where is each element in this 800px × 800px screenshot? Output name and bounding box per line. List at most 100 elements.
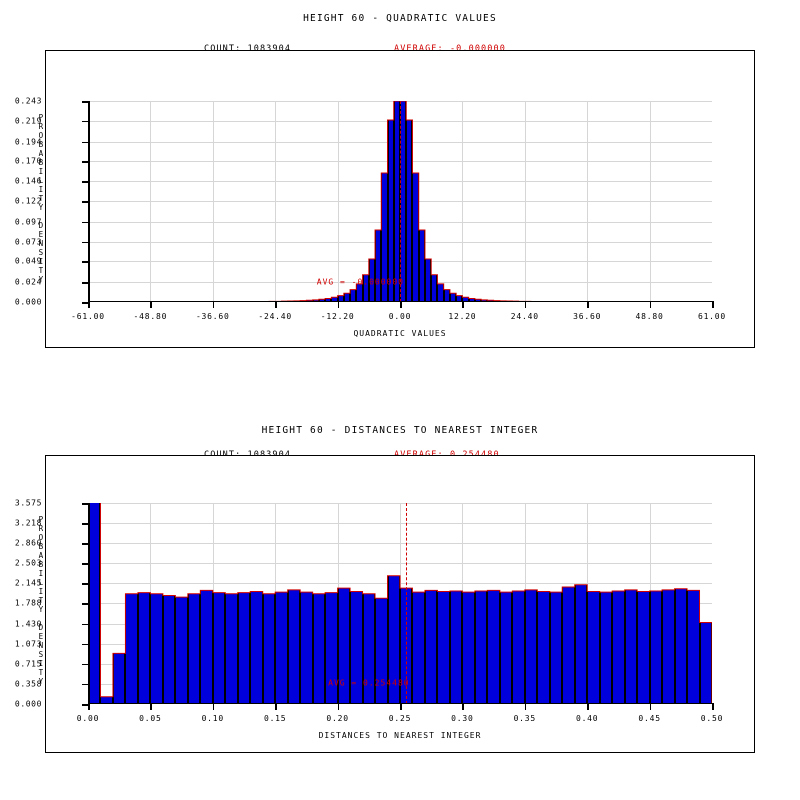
y-axis-tick	[82, 161, 89, 163]
gridline-vertical	[150, 101, 152, 302]
x-axis-tick-label: 0.15	[263, 714, 287, 723]
average-label-quadratic-values: AVERAGE: -0.000000	[394, 44, 506, 54]
y-axis-tick-label: 0.170	[14, 156, 42, 166]
average-annotation: AVG = -0.000000	[316, 277, 404, 287]
plot-area-quadratic-values[interactable]	[82, 101, 714, 308]
histogram-bar	[150, 593, 163, 704]
y-axis-tick-label: 0.000	[14, 297, 42, 307]
histogram-bar	[125, 593, 138, 704]
histogram-bar	[337, 295, 344, 302]
x-axis-tick	[712, 703, 714, 710]
y-axis-tick-label: 0.000	[14, 699, 42, 709]
histogram-bar	[162, 595, 176, 704]
x-axis-tick-label: 0.45	[638, 714, 661, 723]
y-axis-tick-label: 1.073	[14, 639, 42, 649]
x-axis-tick	[462, 301, 464, 308]
x-axis-tick-label: -36.60	[195, 312, 230, 321]
histogram-bar	[418, 230, 425, 302]
x-axis-tick	[275, 301, 277, 308]
y-axis-tick	[82, 141, 89, 144]
histogram-bar	[287, 589, 301, 704]
y-axis-tick	[82, 503, 89, 505]
y-axis-tick-label: 0.024	[14, 277, 42, 287]
histogram-bar	[624, 589, 638, 704]
chart-title-quadratic-values: HEIGHT 60 - QUADRATIC VALUES	[303, 13, 497, 24]
histogram-bar	[387, 575, 400, 704]
y-axis-tick	[82, 623, 89, 626]
y-axis-tick-label: 0.097	[14, 217, 42, 227]
histogram-bar	[637, 591, 650, 704]
x-axis-tick-label: -48.80	[133, 312, 168, 321]
histogram-bar	[674, 588, 688, 704]
histogram-bar	[649, 591, 663, 704]
x-axis-tick	[337, 703, 340, 710]
y-axis-title-quadratic-values: PROBABILITY DENSITY	[36, 113, 46, 284]
x-axis-tick	[400, 703, 402, 710]
histogram-bar	[100, 696, 113, 704]
histogram-bar	[375, 230, 382, 302]
y-axis-tick	[82, 181, 89, 183]
plot-area-distances[interactable]	[82, 503, 714, 710]
histogram-bar	[562, 587, 575, 704]
x-axis-tick	[649, 703, 652, 710]
histogram-bar	[343, 293, 351, 302]
y-axis-title-distances: PROBABILITY DENSITY	[36, 515, 46, 686]
histogram-bar	[537, 591, 550, 704]
y-axis-tick	[82, 603, 89, 605]
y-axis-tick	[82, 120, 89, 123]
histogram-bar	[587, 591, 600, 704]
density-curve	[88, 503, 712, 704]
y-axis-tick-label: 0.146	[14, 176, 42, 186]
y-axis-tick	[82, 282, 89, 284]
x-axis-tick-label: 48.80	[635, 312, 664, 321]
gridline-vertical	[587, 101, 589, 302]
y-axis-tick-label: 3.575	[14, 498, 42, 508]
y-axis-tick	[82, 663, 89, 666]
x-axis-tick-label: 0.10	[201, 714, 225, 723]
y-axis-tick	[82, 643, 89, 646]
histogram-bar	[449, 591, 463, 704]
x-axis-tick-label: 0.20	[326, 714, 349, 723]
y-axis-tick-label: 1.430	[14, 619, 42, 629]
x-axis-tick	[400, 301, 402, 308]
y-axis-tick	[82, 101, 89, 103]
x-axis-tick-label: 24.40	[510, 312, 539, 321]
y-axis-tick	[82, 543, 89, 545]
x-axis-tick	[88, 301, 90, 308]
x-axis-title-quadratic-values: QUADRATIC VALUES	[353, 329, 447, 338]
y-axis-tick-label: 2.860	[14, 538, 42, 548]
histogram-bar	[350, 289, 357, 302]
histogram-bar	[699, 622, 712, 704]
x-axis-title-distances: DISTANCES TO NEAREST INTEGER	[318, 731, 482, 740]
histogram-bar	[262, 593, 276, 704]
histogram-bar	[424, 590, 438, 704]
x-axis-tick	[524, 703, 527, 710]
x-axis-tick	[462, 703, 464, 710]
y-axis-tick	[82, 302, 89, 304]
gridline-vertical	[462, 101, 464, 302]
x-axis-tick-label: 0.30	[451, 714, 474, 723]
y-axis-tick-label: 0.243	[14, 96, 42, 106]
x-axis-tick	[150, 301, 152, 308]
y-axis-tick	[82, 241, 89, 244]
histogram-bar	[524, 589, 538, 704]
y-axis-tick	[82, 523, 89, 525]
histogram-bar	[381, 172, 388, 302]
x-axis-tick-label: -24.40	[258, 312, 293, 321]
gridline-vertical	[275, 101, 277, 302]
histogram-bar	[612, 591, 625, 704]
chart-panel-distances-to-nearest-integer: HEIGHT 60 - DISTANCES TO NEAREST INTEGER…	[0, 405, 800, 765]
y-axis-tick-label: 0.122	[14, 196, 42, 206]
histogram-bar	[325, 298, 332, 302]
histogram-bar	[387, 120, 394, 302]
y-axis-tick-label: 3.218	[14, 518, 42, 528]
histogram-bar	[462, 297, 469, 302]
x-axis-tick	[275, 703, 277, 710]
histogram-bar	[462, 592, 475, 704]
histogram-bar	[431, 274, 438, 302]
x-axis-tick-label: -12.20	[320, 312, 355, 321]
histogram-bar	[137, 592, 151, 704]
histogram-bar	[368, 259, 376, 302]
histogram-bar	[325, 592, 338, 704]
